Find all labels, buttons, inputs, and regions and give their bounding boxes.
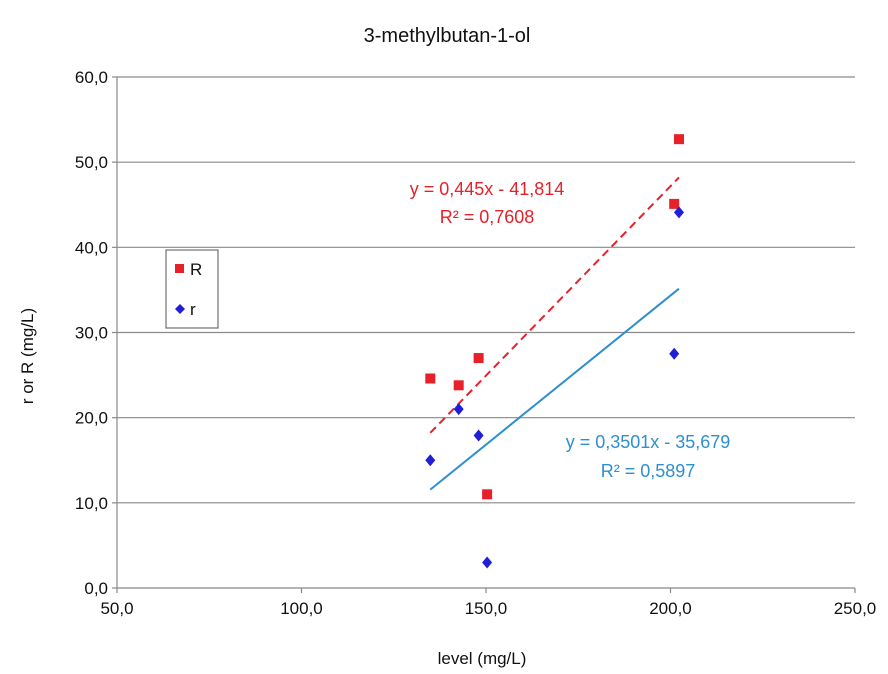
small-r-trendline-r2: R² = 0,5897 [601,461,696,481]
r-upper-point [673,134,684,145]
r-lower-trendline [429,287,680,491]
x-axis-title: level (mg/L) [438,649,527,668]
data-points [425,134,684,569]
legend-box [165,249,219,329]
y-tick-label: 30,0 [75,324,108,343]
legend: R r [165,249,219,329]
r-lower-point [482,556,493,569]
y-axis-ticks: 0,0 10,0 20,0 30,0 40,0 50,0 60,0 [75,68,117,598]
legend-label-r-upper: R [190,260,202,279]
small-r-trendline-equation: y = 0,3501x - 35,679 [566,432,731,452]
x-tick-label: 150,0 [465,599,508,618]
x-tick-label: 100,0 [280,599,323,618]
y-tick-label: 10,0 [75,494,108,513]
x-axis-ticks: 50,0 100,0 150,0 200,0 250,0 [100,588,876,618]
r-lower-point [425,454,436,467]
x-tick-label: 50,0 [100,599,133,618]
x-tick-label: 250,0 [834,599,877,618]
trendlines [429,176,680,491]
y-tick-label: 40,0 [75,238,108,257]
legend-marker-r-diamond [175,304,185,314]
r-upper-point [425,373,436,384]
y-tick-label: 0,0 [84,579,108,598]
r-upper-point [669,198,680,209]
r-upper-point [453,380,464,391]
y-axis-title: r or R (mg/L) [18,308,37,404]
y-tick-label: 50,0 [75,153,108,172]
r-lower-point [453,403,464,416]
y-tick-label: 20,0 [75,409,108,428]
r-upper-trendline [429,176,680,434]
gridlines [117,76,855,504]
r-upper-point [482,489,493,500]
r-lower-point [673,206,684,219]
r-trendline-equation: y = 0,445x - 41,814 [410,179,565,199]
r-upper-point [473,353,484,364]
chart-title: 3-methylbutan-1-ol [364,25,531,47]
r-lower-point [669,347,680,360]
y-tick-label: 60,0 [75,68,108,87]
legend-marker-r-square [175,264,184,273]
x-tick-label: 200,0 [649,599,692,618]
legend-label-r-lower: r [190,300,196,319]
r-lower-point [473,429,484,442]
r-trendline-r2: R² = 0,7608 [440,207,535,227]
